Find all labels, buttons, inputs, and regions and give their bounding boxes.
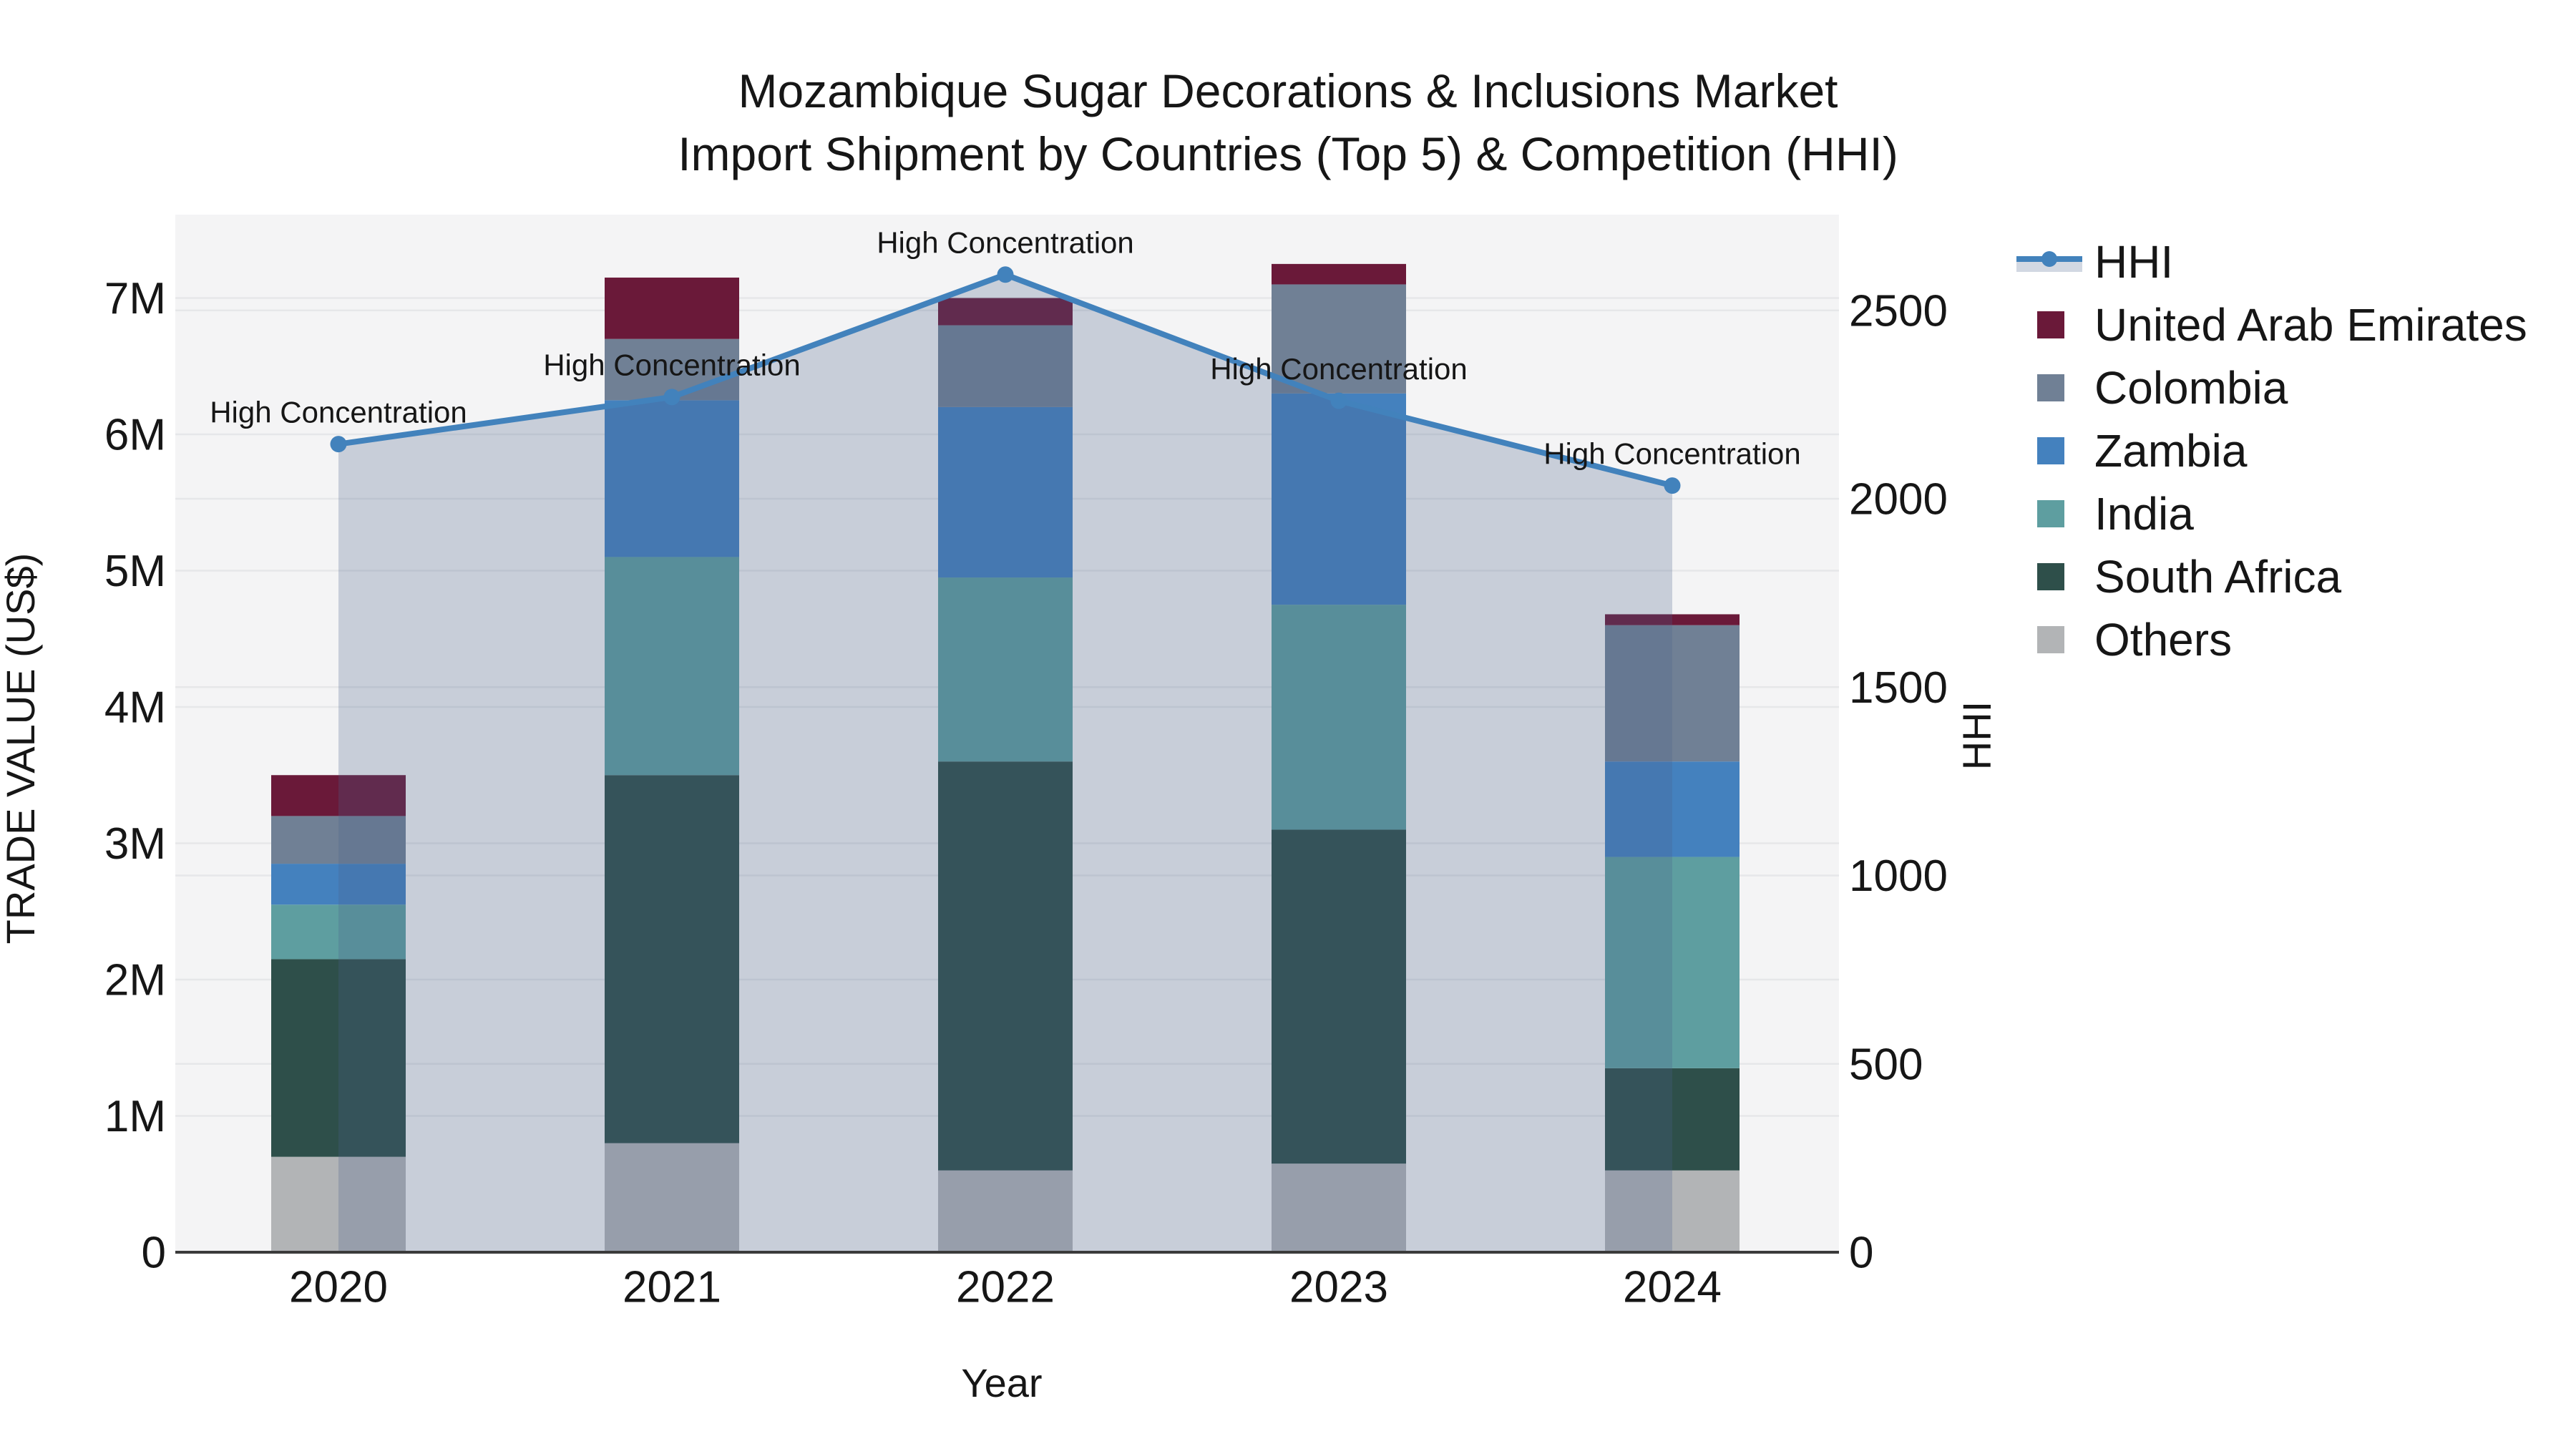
legend-hhi-line-icon [2016,239,2082,285]
bar-segment-india-2020[interactable] [271,904,406,960]
legend-label-zambia: Zambia [2094,425,2248,477]
bar-segment-zambia-2024[interactable] [1605,761,1740,857]
plot-area: High Concentration High Concentration High… [104,215,1948,1312]
legend-item-others[interactable]: Others [2016,614,2232,665]
x-axis-label: Year [961,1360,1042,1405]
legend-swatch-others [2037,626,2064,653]
legend-swatch-colombia [2037,374,2064,401]
bar-segment-south-africa-2023[interactable] [1272,829,1406,1164]
hhi-marker-2022[interactable] [997,266,1014,283]
legend-label-united-arab-emirates: United Arab Emirates [2094,299,2527,351]
bar-segment-india-2024[interactable] [1605,857,1740,1068]
y-axis-label-left: TRADE VALUE (US$) [0,553,43,945]
y-tick-left-4M: 4M [104,683,166,733]
y-axis-label-right: HHI [1954,701,1999,770]
y-tick-left-6M: 6M [104,411,166,460]
bar-segment-others-2024[interactable] [1605,1170,1740,1252]
bar-segment-colombia-2023[interactable] [1272,284,1406,394]
bar-segment-south-africa-2022[interactable] [938,761,1073,1171]
annotation-high-concentration-2023: High Concentration [1210,352,1468,386]
y-tick-left-5M: 5M [104,547,166,596]
legend-label-hhi: HHI [2094,236,2174,288]
legend-label-others: Others [2094,614,2233,665]
y-tick-left-7M: 7M [104,274,166,323]
annotation-high-concentration-2024: High Concentration [1543,436,1801,470]
legend-item-zambia[interactable]: Zambia [2016,425,2247,477]
y-tick-right-2000: 2000 [1849,475,1948,525]
annotation-high-concentration-2020: High Concentration [210,395,467,429]
bar-segment-united-arab-emirates-2022[interactable] [938,298,1073,326]
bar-segment-others-2023[interactable] [1272,1163,1406,1252]
bar-segment-india-2023[interactable] [1272,605,1406,830]
hhi-marker-2020[interactable] [330,436,347,453]
bar-segment-colombia-2020[interactable] [271,816,406,864]
legend-item-colombia[interactable]: Colombia [2016,362,2288,414]
annotation-high-concentration-2021: High Concentration [543,348,801,382]
y-tick-right-2500: 2500 [1849,286,1948,336]
y-tick-right-1500: 1500 [1849,663,1948,713]
bar-segment-united-arab-emirates-2023[interactable] [1272,263,1406,285]
hhi-area [338,274,1672,1252]
bar-segment-south-africa-2024[interactable] [1605,1068,1740,1171]
bar-segment-colombia-2024[interactable] [1605,625,1740,762]
legend-swatch-united-arab-emirates [2037,311,2064,338]
x-tick-label-2021: 2021 [623,1263,721,1312]
chart-title-line2: Import Shipment by Countries (Top 5) & C… [678,127,1898,180]
legend-hhi-marker-icon [2041,251,2057,267]
x-tick-label-2022: 2022 [956,1263,1055,1312]
y-tick-right-0: 0 [1849,1229,1873,1278]
bar-segment-united-arab-emirates-2021[interactable] [605,277,739,339]
x-tick-label-2024: 2024 [1623,1263,1722,1312]
legend-item-india[interactable]: India [2016,488,2194,540]
legend-swatch-zambia [2037,437,2064,464]
bar-segment-colombia-2022[interactable] [938,325,1073,407]
y-tick-left-1M: 1M [104,1092,166,1141]
y-tick-right-1000: 1000 [1849,852,1948,901]
legend-swatch-south-africa [2037,563,2064,590]
x-tick-label-2020: 2020 [289,1263,388,1312]
legend-label-india: India [2094,488,2194,540]
hhi-marker-2021[interactable] [663,389,680,406]
bar-segment-united-arab-emirates-2024[interactable] [1605,614,1740,625]
x-tick-label-2023: 2023 [1289,1263,1388,1312]
bar-segment-others-2021[interactable] [605,1143,739,1252]
hhi-marker-2023[interactable] [1330,392,1347,409]
bar-segment-zambia-2020[interactable] [271,864,406,905]
bar-segment-zambia-2023[interactable] [1272,393,1406,605]
bar-segment-india-2021[interactable] [605,557,739,776]
y-tick-left-3M: 3M [104,819,166,869]
legend-item-hhi[interactable]: HHI [2016,236,2173,288]
y-tick-left-2M: 2M [104,956,166,1005]
hhi-marker-2024[interactable] [1664,477,1681,494]
legend-swatch-india [2037,500,2064,527]
bar-segment-zambia-2022[interactable] [938,406,1073,578]
y-tick-right-500: 500 [1849,1040,1923,1089]
chart-title-line1: Mozambique Sugar Decorations & Inclusion… [738,64,1838,117]
legend-item-south-africa[interactable]: South Africa [2016,551,2341,602]
legend-label-colombia: Colombia [2094,362,2288,414]
bar-segment-south-africa-2020[interactable] [271,959,406,1157]
bar-segment-zambia-2021[interactable] [605,400,739,557]
legend-label-south-africa: South Africa [2094,551,2342,602]
legend-item-united-arab-emirates[interactable]: United Arab Emirates [2016,299,2527,351]
bar-segment-united-arab-emirates-2020[interactable] [271,775,406,816]
y-tick-left-0: 0 [142,1229,166,1278]
annotation-high-concentration-2022: High Concentration [877,225,1134,259]
bar-segment-others-2022[interactable] [938,1170,1073,1252]
bar-segment-south-africa-2021[interactable] [605,775,739,1143]
bar-segment-others-2020[interactable] [271,1156,406,1252]
bar-segment-india-2022[interactable] [938,577,1073,762]
